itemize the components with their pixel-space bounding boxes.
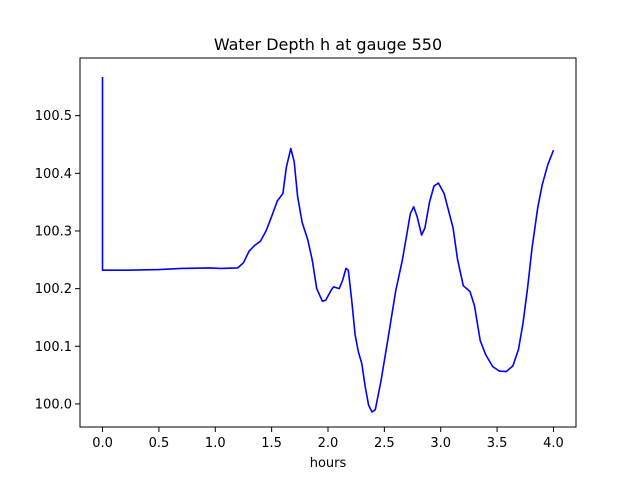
- x-tick-label: 0.0: [92, 436, 113, 451]
- y-axis: 100.0 100.1 100.2 100.3 100.4 100.5: [35, 109, 80, 412]
- y-tick-label: 100.0: [35, 397, 72, 412]
- x-tick-label: 3.0: [430, 436, 451, 451]
- x-tick-label: 3.5: [487, 436, 508, 451]
- x-tick-label: 1.0: [205, 436, 226, 451]
- series-line-1: [101, 77, 555, 413]
- x-tick-label: 0.5: [149, 436, 170, 451]
- x-tick-label: 2.5: [374, 436, 395, 451]
- plot-area: [101, 77, 555, 413]
- y-tick-label: 100.1: [35, 340, 72, 355]
- x-axis-label: hours: [310, 456, 347, 471]
- y-tick-label: 100.5: [35, 109, 72, 124]
- x-axis: 0.0 0.5 1.0 1.5 2.0 2.5 3.0 3.5 4.0: [92, 427, 564, 451]
- y-tick-label: 100.4: [35, 167, 72, 182]
- y-tick-label: 100.2: [35, 282, 72, 297]
- x-tick-label: 2.0: [318, 436, 339, 451]
- x-tick-label: 4.0: [543, 436, 564, 451]
- chart-title: Water Depth h at gauge 550: [214, 35, 442, 54]
- x-tick-label: 1.5: [261, 436, 282, 451]
- y-tick-label: 100.3: [35, 224, 72, 239]
